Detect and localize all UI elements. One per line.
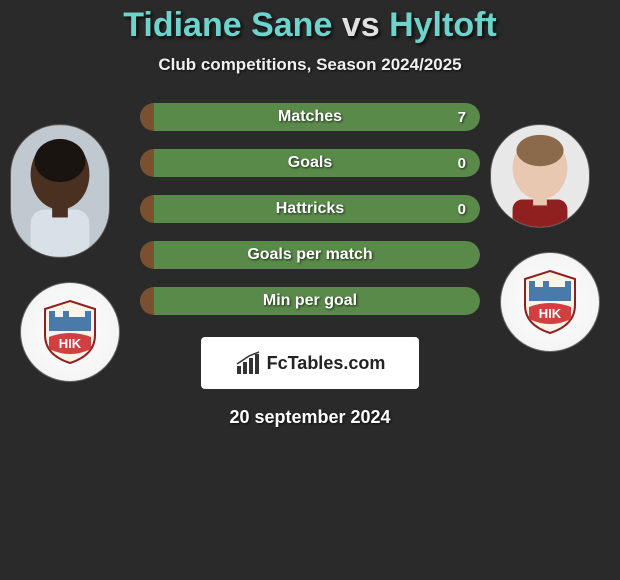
club-badge-right: HIK	[500, 252, 600, 352]
branding-box: FcTables.com	[201, 337, 419, 389]
player-photo-right	[490, 124, 590, 228]
svg-text:HIK: HIK	[539, 306, 562, 321]
branding-text: FcTables.com	[267, 353, 386, 374]
stat-bar-left-fill	[140, 103, 154, 131]
club-badge-left: HIK	[20, 282, 120, 382]
stats-list: Matches 7 Goals 0 Hattricks 0 Goals per match M…	[140, 103, 480, 315]
stat-label: Matches	[278, 108, 342, 126]
stat-bar: Goals 0	[140, 149, 480, 177]
page-title: Tidiane Sane vs Hyltoft	[0, 6, 620, 45]
stat-value-right: 7	[458, 109, 466, 126]
avatar-left	[11, 125, 109, 257]
player-photo-left	[10, 124, 110, 258]
stat-label: Hattricks	[276, 200, 344, 218]
chart-icon	[235, 350, 261, 376]
subtitle: Club competitions, Season 2024/2025	[0, 55, 620, 75]
shield-icon: HIK	[35, 297, 105, 367]
title-left: Tidiane Sane	[123, 6, 332, 44]
stat-value-right: 0	[458, 201, 466, 218]
stat-bar-left-fill	[140, 241, 154, 269]
stat-label: Goals per match	[247, 246, 372, 264]
stat-bar: Hattricks 0	[140, 195, 480, 223]
stat-label: Min per goal	[263, 292, 357, 310]
stat-value-right: 0	[458, 155, 466, 172]
title-vs: vs	[342, 6, 380, 44]
stat-label: Goals	[288, 154, 332, 172]
stat-bar: Min per goal	[140, 287, 480, 315]
comparison-card: Tidiane Sane vs Hyltoft Club competition…	[0, 0, 620, 580]
avatar-right	[491, 125, 589, 227]
svg-text:HIK: HIK	[59, 336, 82, 351]
stat-bar-left-fill	[140, 195, 154, 223]
title-right: Hyltoft	[389, 6, 497, 44]
shield-icon: HIK	[515, 267, 585, 337]
stat-bar: Goals per match	[140, 241, 480, 269]
stat-bar: Matches 7	[140, 103, 480, 131]
date-text: 20 september 2024	[0, 407, 620, 428]
stat-bar-left-fill	[140, 149, 154, 177]
stat-bar-left-fill	[140, 287, 154, 315]
